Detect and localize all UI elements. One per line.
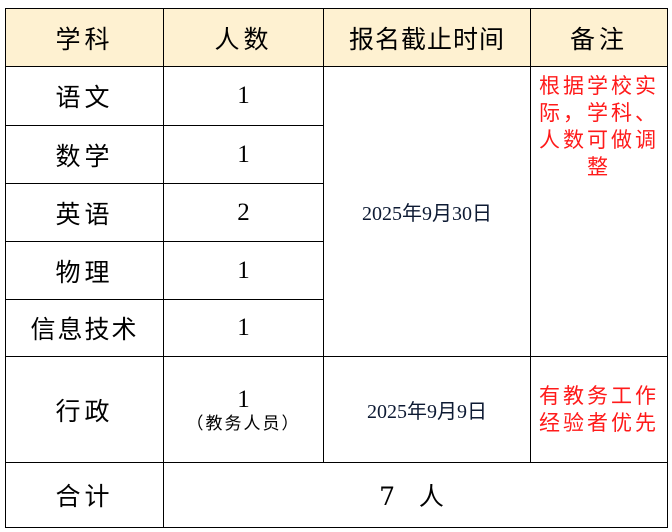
table-row: 物理 1 [5, 241, 668, 300]
table-row: 数学 1 [5, 125, 668, 184]
table-row: 英语 2 [5, 183, 668, 242]
deadline-cell: 2025年9月30日 [323, 66, 531, 357]
note-cell: 根据学校实际，学科、人数可做调整 [530, 66, 668, 357]
admin-row: 行政 1 （教务人员） 2025年9月9日 有教务工作经验者优先 [5, 356, 668, 463]
count-cell: 1 [163, 125, 324, 184]
note-cell: 有教务工作经验者优先 [530, 356, 668, 463]
subject-cell: 数学 [5, 125, 164, 184]
count-cell: 1 [163, 66, 324, 126]
admin-count: 1 [237, 385, 250, 413]
total-label: 合计 [5, 462, 164, 528]
header-count: 人数 [163, 8, 324, 67]
count-cell: 2 [163, 183, 324, 242]
total-value: 7 人 [163, 462, 668, 528]
subject-cell: 物理 [5, 241, 164, 300]
count-cell: 1 （教务人员） [163, 356, 324, 463]
subject-cell: 行政 [5, 356, 164, 463]
header-deadline: 报名截止时间 [323, 8, 531, 67]
recruitment-table: 学科 人数 报名截止时间 备注 语文 1 2025年9月30日 根据学校实际，学… [5, 8, 668, 528]
subject-cell: 英语 [5, 183, 164, 242]
subject-cell: 语文 [5, 66, 164, 126]
subject-cell: 信息技术 [5, 299, 164, 357]
header-subject: 学科 [5, 8, 164, 67]
deadline-cell: 2025年9月9日 [323, 356, 531, 463]
table-row: 语文 1 2025年9月30日 根据学校实际，学科、人数可做调整 [5, 66, 668, 357]
header-note: 备注 [530, 8, 668, 67]
count-cell: 1 [163, 241, 324, 300]
total-row: 合计 7 人 [5, 462, 668, 528]
count-cell: 1 [163, 299, 324, 357]
header-row: 学科 人数 报名截止时间 备注 [5, 8, 668, 67]
admin-count-note: （教务人员） [186, 413, 301, 434]
